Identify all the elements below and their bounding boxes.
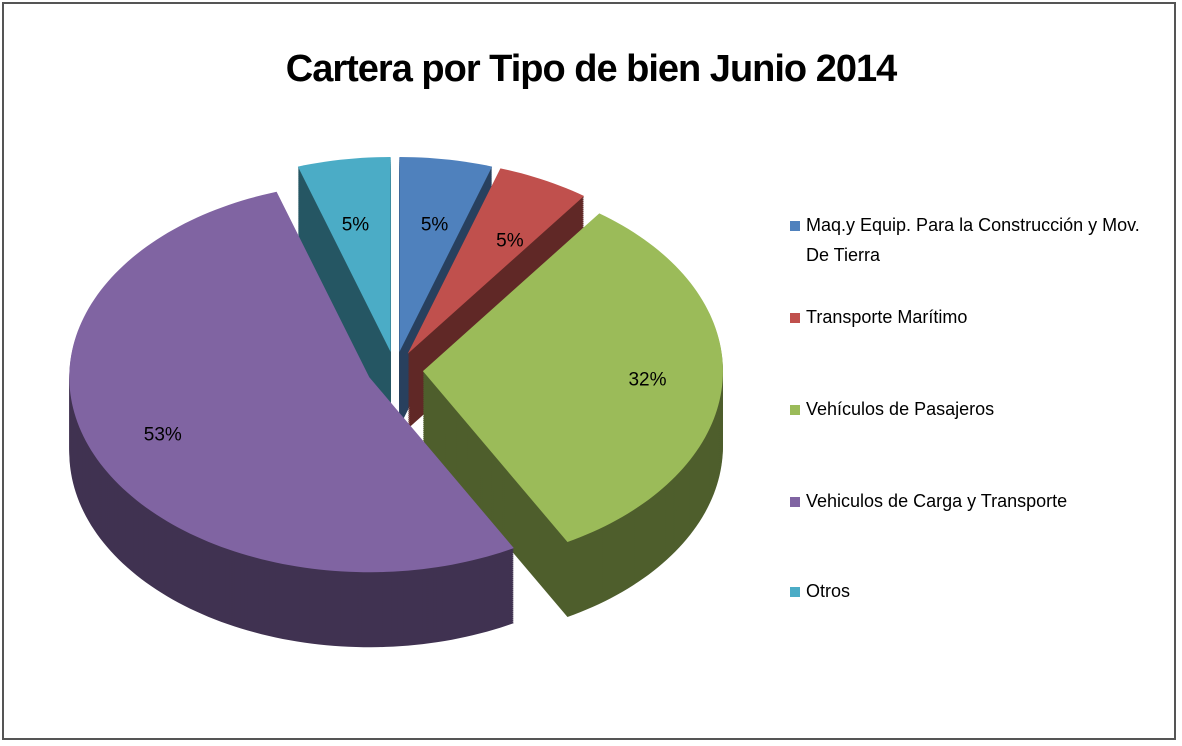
slice bbox=[297, 157, 391, 353]
data-label: 53% bbox=[144, 424, 182, 445]
legend-swatch bbox=[790, 405, 800, 415]
data-label: 5% bbox=[342, 215, 370, 236]
slice bbox=[422, 213, 723, 543]
data-label: 32% bbox=[628, 369, 666, 390]
legend-label: Vehículos de Pasajeros bbox=[806, 399, 995, 419]
legend-label: Vehiculos de Carga y Transporte bbox=[806, 491, 1068, 511]
legend-label: Transporte Marítimo bbox=[806, 307, 968, 327]
slice bbox=[69, 191, 514, 573]
chart-title: Cartera por Tipo de bien Junio 2014 bbox=[285, 48, 897, 90]
data-label: 5% bbox=[421, 215, 449, 236]
legend-item: Vehiculos de Carga y Transporte bbox=[790, 486, 1166, 516]
legend-item: Maq.y Equip. Para la Construcción y Mov.… bbox=[790, 210, 1166, 270]
legend-label: Maq.y Equip. Para la Construcción y Mov.… bbox=[806, 215, 1140, 265]
pie-chart: 5% 5% 32% 53% 5% bbox=[69, 157, 723, 648]
slice bbox=[407, 168, 585, 354]
legend-swatch bbox=[790, 587, 800, 597]
legend-swatch bbox=[790, 221, 800, 231]
legend-swatch bbox=[790, 497, 800, 507]
data-label: 5% bbox=[496, 230, 524, 251]
legend-swatch bbox=[790, 313, 800, 323]
legend-item: Otros bbox=[790, 576, 1166, 606]
legend-item: Transporte Marítimo bbox=[790, 302, 1166, 332]
legend-item: Vehículos de Pasajeros bbox=[790, 394, 1166, 424]
legend-label: Otros bbox=[806, 581, 851, 601]
slice bbox=[399, 157, 493, 353]
